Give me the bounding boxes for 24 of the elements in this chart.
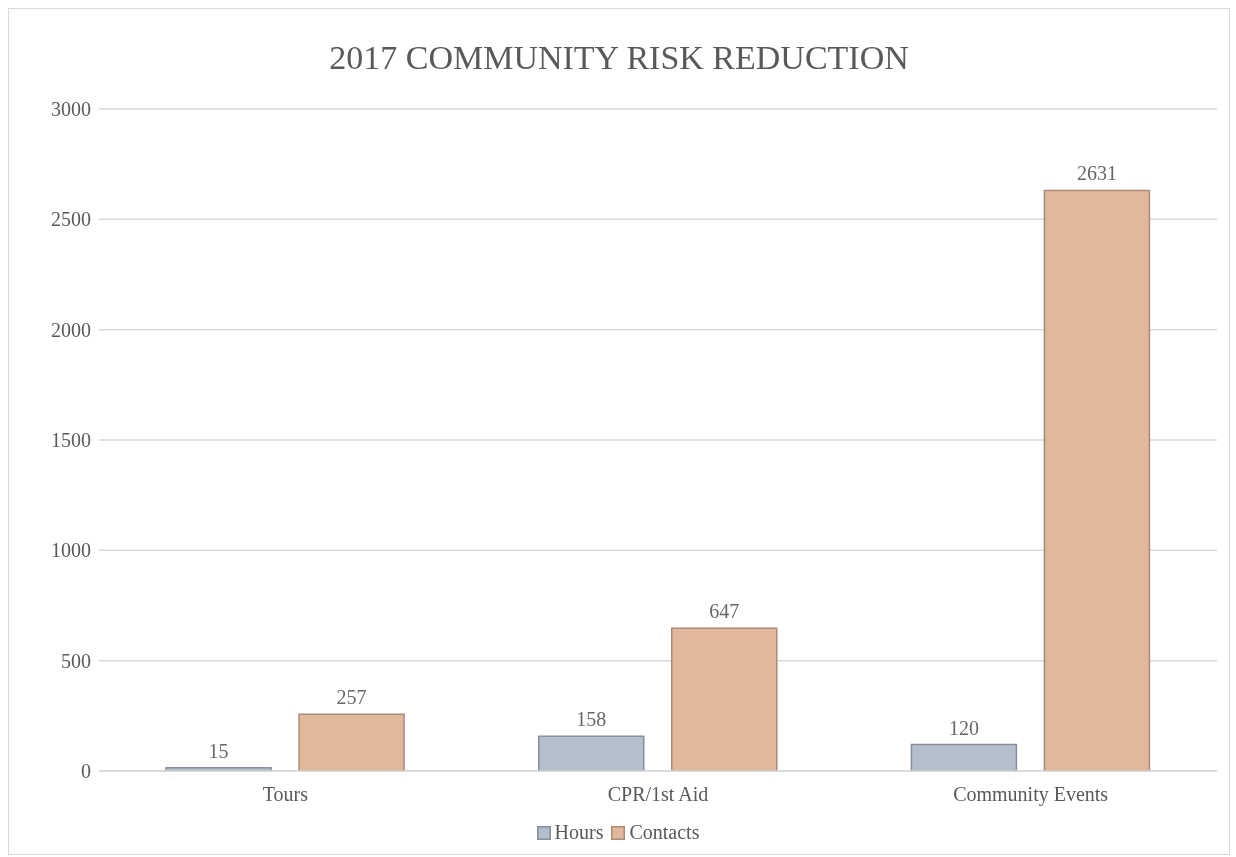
data-label: 2631 <box>1076 162 1117 185</box>
bar <box>298 713 405 771</box>
y-tick-label: 500 <box>61 649 91 672</box>
y-tick-label: 1000 <box>51 539 91 562</box>
y-tick-label: 1500 <box>51 429 91 452</box>
x-tick-label: Community Events <box>953 783 1109 807</box>
y-tick-label: 3000 <box>51 98 91 121</box>
x-tick-label: CPR/1st Aid <box>607 783 709 806</box>
legend-label: Contacts <box>629 821 700 844</box>
legend-label: Hours <box>554 821 604 844</box>
bar <box>671 627 778 771</box>
y-tick-label: 0 <box>81 760 91 783</box>
bar <box>1043 189 1151 771</box>
bar <box>538 735 645 771</box>
x-tick-label: Tours <box>262 783 309 806</box>
data-label: 120 <box>948 716 979 739</box>
data-label: 647 <box>709 600 740 623</box>
y-tick-label: 2500 <box>51 208 91 231</box>
chart-title: 2017 COMMUNITY RISK REDUCTION <box>328 39 910 77</box>
data-label: 158 <box>576 708 607 731</box>
y-tick-label: 2000 <box>51 318 91 341</box>
bar <box>910 743 1018 771</box>
data-label: 257 <box>336 686 367 709</box>
data-label: 15 <box>208 739 229 762</box>
